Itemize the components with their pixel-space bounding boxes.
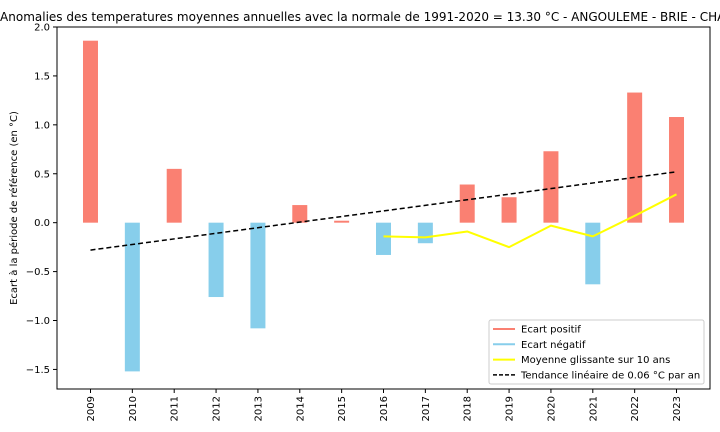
legend-label: Ecart négatif xyxy=(521,339,586,351)
y-tick-label: 0.5 xyxy=(34,169,50,180)
y-tick-label: −1.5 xyxy=(26,365,50,376)
bar-negative-2013 xyxy=(250,222,266,329)
bar-negative-2010 xyxy=(124,222,140,372)
x-tick-label: 2018 xyxy=(463,396,474,421)
legend-label: Ecart positif xyxy=(521,325,581,336)
bar-positive-2018 xyxy=(459,184,475,223)
bar-positive-2015 xyxy=(334,220,350,223)
bar-negative-2021 xyxy=(585,222,601,285)
x-tick-label: 2017 xyxy=(421,396,432,421)
bar-positive-2019 xyxy=(501,197,517,223)
legend-label: Moyenne glissante sur 10 ans xyxy=(521,355,670,366)
x-tick-label: 2014 xyxy=(295,396,306,421)
trend-line xyxy=(90,171,677,251)
bar-positive-2011 xyxy=(166,168,182,223)
y-tick-label: 0.0 xyxy=(34,218,50,229)
bar-negative-2017 xyxy=(417,222,433,244)
y-tick-label: −1.0 xyxy=(26,316,50,327)
plot-area: 2.0 1.5 1.0 0.5 0.0 −0.5 −1.0 −1.5 2009 2010 2011 2… xyxy=(26,23,711,421)
rolling-mean-line xyxy=(383,193,677,249)
x-tick-label: 2009 xyxy=(86,396,97,421)
y-tick-label: 1.5 xyxy=(34,71,50,82)
y-tick-label: 2.0 xyxy=(34,23,50,34)
bar-positive-2020 xyxy=(543,151,559,223)
bar-negative-2016 xyxy=(376,222,391,255)
chart-title: Anomalies des temperatures moyennes annu… xyxy=(0,10,720,24)
x-tick-label: 2019 xyxy=(505,396,516,421)
x-tick-label: 2020 xyxy=(546,396,557,421)
y-tick-label: 1.0 xyxy=(34,120,50,131)
bar-positive-2023 xyxy=(669,117,685,223)
x-tick-label: 2022 xyxy=(630,396,641,421)
x-tick-label: 2016 xyxy=(379,396,390,421)
bar-positive-2022 xyxy=(627,92,643,223)
x-tick-label: 2013 xyxy=(253,396,264,421)
bar-positive-2009 xyxy=(82,40,98,223)
y-tick-label: −0.5 xyxy=(26,267,50,278)
x-tick-label: 2010 xyxy=(128,396,139,421)
bar-negative-2012 xyxy=(208,222,224,298)
x-tick-label: 2023 xyxy=(672,396,683,421)
x-tick-label: 2015 xyxy=(337,396,348,421)
x-tick-label: 2011 xyxy=(170,396,181,421)
legend-box xyxy=(488,319,705,385)
x-tick-label: 2021 xyxy=(588,396,599,421)
legend: Ecart positif Ecart négatif Moyenne glissa… xyxy=(488,319,705,385)
x-tick-label: 2012 xyxy=(212,396,223,421)
bar-positive-2014 xyxy=(292,205,308,223)
legend-label: Tendance linéaire de 0.06 °C par an xyxy=(520,369,700,381)
y-axis-label: Ecart à la période de référence (en °C) xyxy=(8,111,20,305)
